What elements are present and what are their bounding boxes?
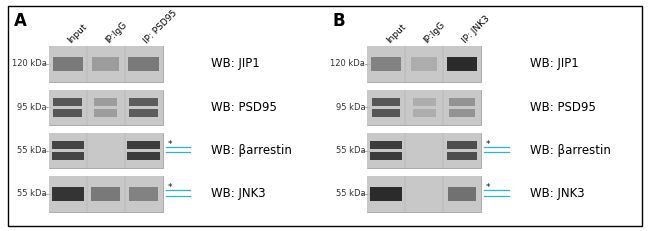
Bar — [443, 46, 481, 82]
Bar — [443, 89, 481, 125]
Bar — [129, 57, 159, 71]
Bar — [49, 89, 162, 125]
Bar — [367, 89, 481, 125]
Bar — [370, 141, 402, 149]
Bar — [49, 176, 86, 212]
Bar — [405, 46, 443, 82]
Text: IP:IgG: IP:IgG — [422, 20, 447, 45]
Text: WB: JNK3: WB: JNK3 — [530, 187, 584, 201]
Bar — [125, 46, 162, 82]
Text: 55 kDa: 55 kDa — [335, 189, 365, 198]
Bar — [405, 89, 443, 125]
Bar — [51, 152, 84, 160]
Bar — [53, 109, 82, 116]
Bar — [405, 176, 443, 212]
Bar — [371, 57, 401, 71]
Bar — [447, 57, 477, 71]
Text: Input: Input — [384, 22, 408, 45]
Text: WB: PSD95: WB: PSD95 — [211, 101, 277, 114]
Text: 55 kDa: 55 kDa — [17, 189, 47, 198]
Bar — [413, 109, 436, 116]
Text: IP: JNK3: IP: JNK3 — [460, 14, 491, 45]
Text: Input: Input — [66, 22, 89, 45]
Bar — [49, 46, 162, 82]
Text: 55 kDa: 55 kDa — [17, 146, 47, 155]
Bar — [49, 176, 162, 212]
Bar — [447, 141, 477, 149]
Bar — [94, 98, 117, 106]
Text: IP: PSD95: IP: PSD95 — [142, 8, 179, 45]
Text: 95 kDa: 95 kDa — [17, 103, 47, 112]
Bar — [92, 187, 120, 201]
Text: *: * — [486, 183, 491, 192]
Bar — [372, 109, 400, 116]
Text: WB: JNK3: WB: JNK3 — [211, 187, 266, 201]
Bar — [49, 89, 86, 125]
Bar — [367, 176, 405, 212]
Bar — [448, 187, 476, 201]
Bar — [443, 133, 481, 168]
Bar — [53, 98, 82, 106]
Text: IP:IgG: IP:IgG — [104, 20, 129, 45]
Bar — [49, 133, 86, 168]
Bar — [411, 57, 437, 71]
Text: *: * — [168, 183, 172, 192]
Bar — [53, 57, 83, 71]
Bar — [49, 133, 162, 168]
Text: 95 kDa: 95 kDa — [335, 103, 365, 112]
Text: 120 kDa: 120 kDa — [330, 59, 365, 68]
Bar — [367, 89, 405, 125]
Bar — [125, 89, 162, 125]
Text: WB: JIP1: WB: JIP1 — [530, 58, 578, 70]
Bar — [367, 46, 481, 82]
Text: B: B — [333, 12, 345, 30]
Bar — [129, 187, 158, 201]
Bar — [125, 133, 162, 168]
Bar — [370, 187, 402, 201]
Bar — [129, 109, 158, 116]
Text: WB: βarrestin: WB: βarrestin — [530, 144, 610, 157]
Bar — [86, 46, 125, 82]
Text: WB: βarrestin: WB: βarrestin — [211, 144, 292, 157]
Bar — [413, 98, 436, 106]
Text: *: * — [168, 140, 172, 149]
Bar — [127, 152, 160, 160]
Bar — [86, 89, 125, 125]
Bar — [49, 46, 86, 82]
Bar — [86, 133, 125, 168]
Bar — [51, 187, 84, 201]
Bar — [448, 98, 475, 106]
Bar — [129, 98, 158, 106]
Bar — [51, 141, 84, 149]
Text: WB: JIP1: WB: JIP1 — [211, 58, 260, 70]
Bar — [367, 176, 481, 212]
Bar — [447, 152, 477, 160]
Bar — [370, 152, 402, 160]
Bar — [367, 133, 481, 168]
Text: A: A — [14, 12, 27, 30]
Bar — [92, 57, 119, 71]
Bar — [443, 176, 481, 212]
Bar — [86, 176, 125, 212]
Bar — [125, 176, 162, 212]
Bar — [367, 133, 405, 168]
Text: 55 kDa: 55 kDa — [335, 146, 365, 155]
Text: 120 kDa: 120 kDa — [12, 59, 47, 68]
Bar — [405, 133, 443, 168]
Bar — [448, 109, 475, 116]
Text: WB: PSD95: WB: PSD95 — [530, 101, 595, 114]
Bar — [94, 109, 117, 116]
Bar — [127, 141, 160, 149]
Bar — [372, 98, 400, 106]
Text: *: * — [486, 140, 491, 149]
Bar — [367, 46, 405, 82]
